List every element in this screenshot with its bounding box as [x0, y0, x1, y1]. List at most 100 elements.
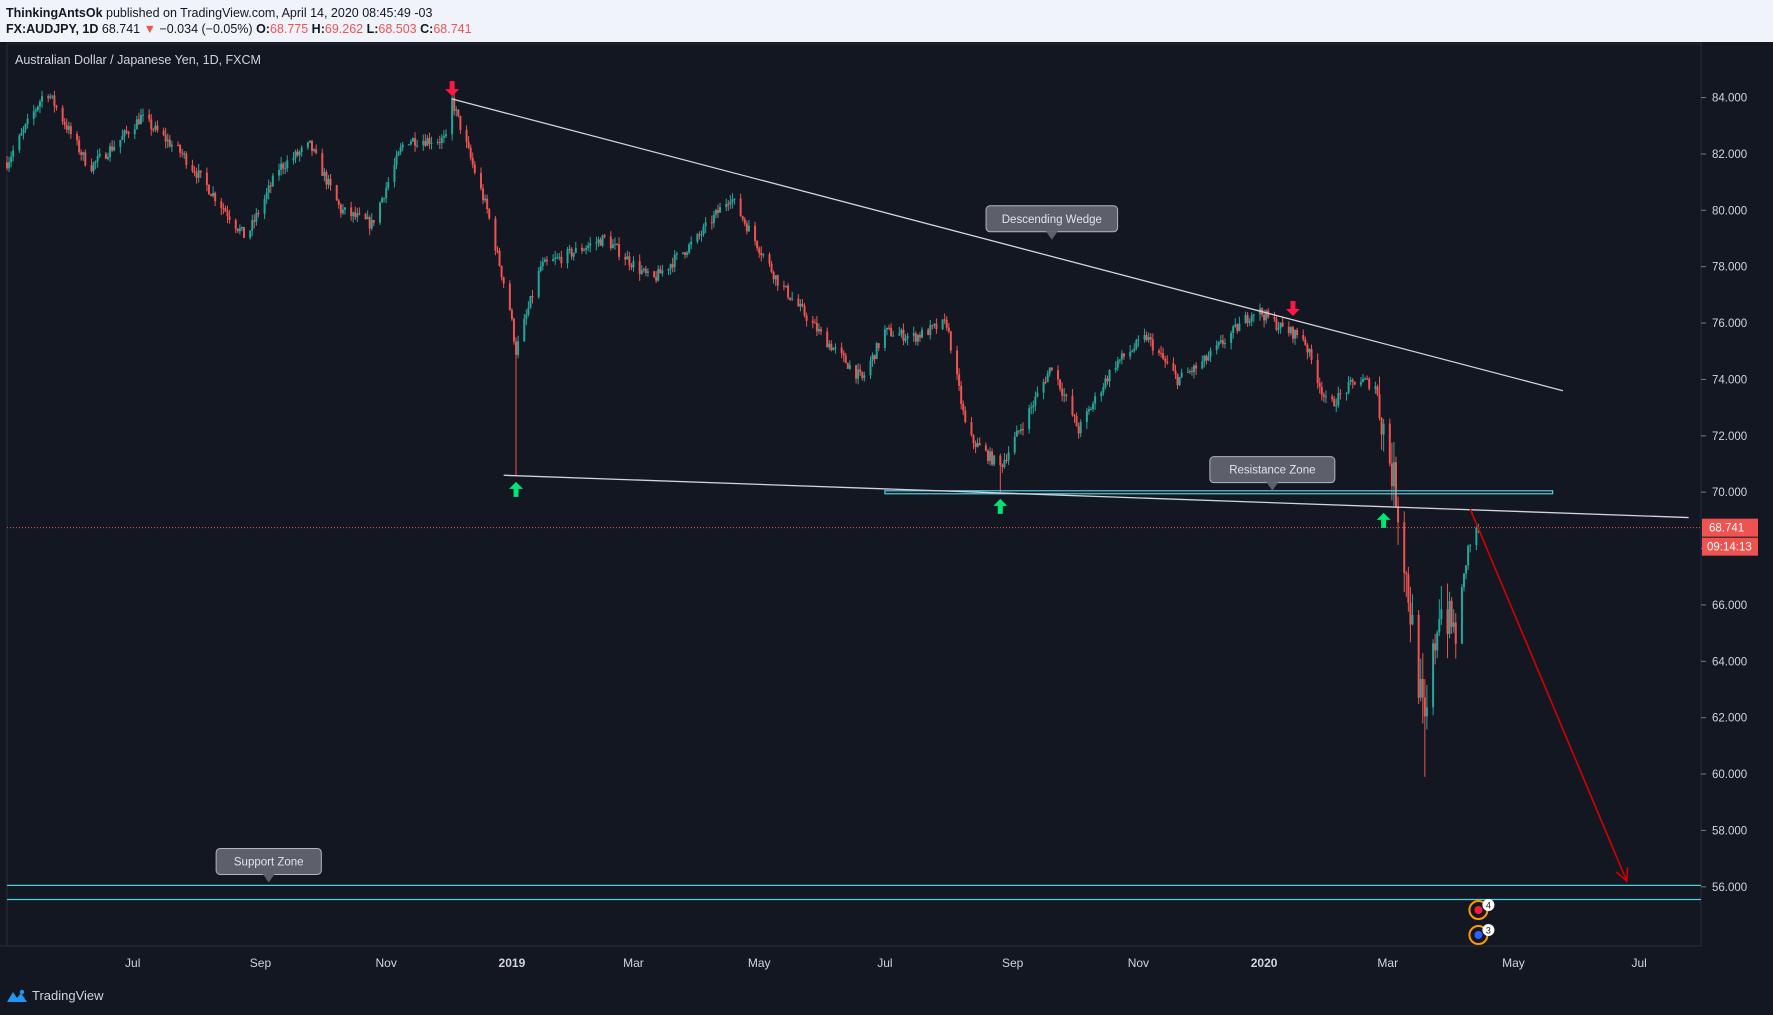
candle-body	[67, 126, 70, 130]
candle-body	[267, 185, 270, 193]
candle-body	[38, 101, 41, 107]
candle-body	[428, 138, 431, 144]
candle-body	[1467, 546, 1470, 566]
candle-body	[883, 329, 886, 348]
candle-body	[249, 230, 252, 238]
resistance-zone	[884, 490, 1554, 495]
candle-body	[90, 165, 93, 172]
candle-body	[848, 365, 851, 369]
candle-body	[587, 245, 590, 249]
candle-body	[803, 306, 806, 316]
candle-body	[904, 338, 907, 341]
candle-body	[395, 155, 398, 165]
candle-body	[1106, 378, 1109, 382]
candle-body	[280, 163, 283, 170]
candle-body	[1339, 393, 1342, 395]
candle-body	[1044, 381, 1047, 383]
candle-body	[632, 261, 635, 268]
candle-body	[292, 158, 295, 161]
time-axis-label: Mar	[1377, 956, 1398, 970]
candle-body	[370, 220, 373, 229]
candle-body	[770, 263, 773, 273]
candle-body	[185, 153, 188, 165]
candle-body	[1436, 632, 1439, 651]
candle-body	[300, 147, 303, 152]
candle-body	[512, 319, 515, 342]
candle-body	[830, 343, 833, 351]
candle-body	[671, 264, 674, 268]
candle-body	[207, 184, 210, 195]
candle-body	[1337, 393, 1340, 406]
candle-body	[991, 451, 994, 465]
candle-body	[869, 360, 872, 376]
candle-body	[1432, 643, 1435, 708]
candle-body	[123, 130, 126, 136]
candle-body	[716, 210, 719, 213]
candle-body	[696, 234, 699, 242]
candle-body	[517, 341, 520, 355]
candle-body	[1421, 679, 1424, 698]
candle-body	[1217, 342, 1220, 346]
candle-body	[1059, 379, 1062, 389]
candle-body	[813, 322, 816, 324]
candle-body	[725, 203, 728, 208]
candle-body	[760, 253, 763, 256]
candle-body	[828, 343, 831, 348]
candle-body	[1351, 379, 1354, 382]
tradingview-logo[interactable]: TradingView	[6, 988, 104, 1003]
candle-body	[859, 369, 862, 372]
candle-body	[731, 199, 734, 202]
candle-body	[1250, 315, 1253, 322]
candle-body	[927, 329, 930, 335]
candle-body	[949, 331, 952, 351]
candle-body	[906, 335, 909, 339]
countdown-label: 09:14:13	[1707, 542, 1752, 554]
candle-body	[960, 385, 963, 404]
candle-body	[1366, 378, 1369, 380]
candle-body	[1368, 378, 1371, 389]
candle-body	[1050, 367, 1053, 371]
candle-body	[251, 220, 254, 231]
last-price-tag-label: 68.741	[1709, 523, 1744, 535]
candle-body	[585, 248, 588, 250]
candle-body	[119, 139, 122, 147]
candle-body	[1265, 310, 1268, 321]
candle-body	[1190, 371, 1193, 373]
candle-body	[799, 304, 802, 307]
candle-body	[898, 333, 901, 336]
candle-body	[857, 369, 860, 379]
candle-body	[1296, 329, 1299, 336]
candle-body	[1001, 465, 1004, 467]
candle-body	[935, 323, 938, 330]
candle-body	[1104, 378, 1107, 388]
candle-body	[1236, 324, 1239, 332]
candle-body	[436, 141, 439, 143]
candle-body	[1013, 436, 1016, 453]
candle-body	[684, 252, 687, 255]
price-chart[interactable]: Australian Dollar / Japanese Yen, 1D, FX…	[0, 42, 1773, 980]
candle-body	[1158, 350, 1161, 353]
time-axis-label: Jul	[1632, 956, 1647, 970]
chart-panel[interactable]: Australian Dollar / Japanese Yen, 1D, FX…	[0, 42, 1773, 980]
candle-body	[210, 194, 213, 197]
candle-body	[315, 149, 318, 154]
event-flag-dot	[1474, 931, 1483, 939]
callout-annotation: Resistance Zone	[1209, 456, 1336, 491]
candle-body	[1281, 322, 1284, 327]
candle-body	[1248, 321, 1251, 323]
candle-body	[1092, 403, 1095, 410]
candle-body	[673, 255, 676, 268]
candle-body	[127, 132, 130, 135]
candle-body	[1310, 349, 1313, 360]
candle-body	[482, 188, 485, 201]
author-name[interactable]: ThinkingAntsOk	[6, 6, 103, 20]
candle-body	[1378, 394, 1381, 418]
candle-body	[941, 319, 944, 330]
candle-body	[1353, 381, 1356, 385]
candle-body	[885, 327, 888, 330]
candle-body	[1209, 350, 1212, 357]
upper-trendline	[451, 98, 1564, 392]
candle-body	[113, 146, 116, 151]
candle-body	[1322, 394, 1325, 397]
candle-body	[597, 239, 600, 243]
